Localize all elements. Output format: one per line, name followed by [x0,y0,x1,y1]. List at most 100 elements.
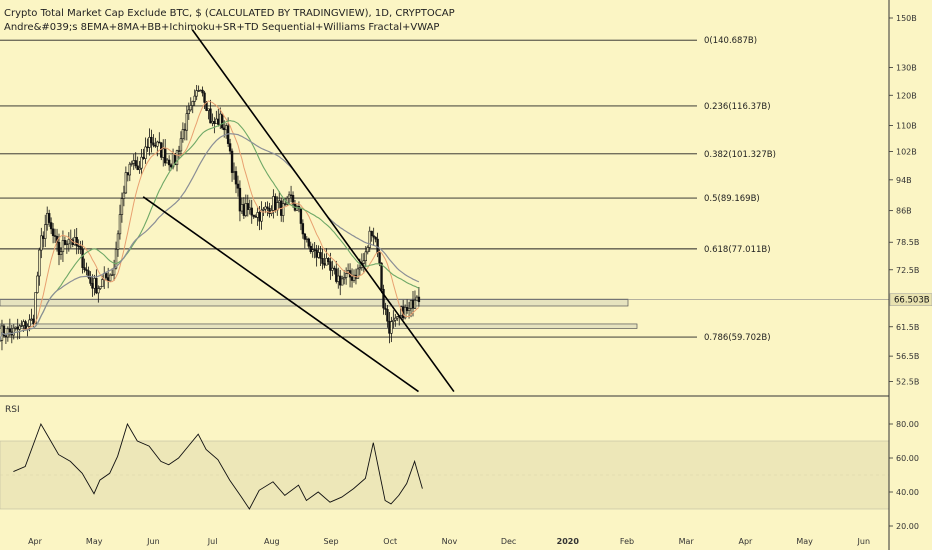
x-tick-label: Dec [501,537,516,546]
candle-body [313,249,316,251]
candle-body [47,213,51,223]
candle-body [331,267,334,271]
candle-body [164,148,167,164]
y-axis-background [889,0,932,550]
candle-body [179,138,183,152]
candle-body [213,121,216,124]
candle-body [244,203,248,216]
candle-body [177,150,181,152]
candle-body [207,108,210,111]
candle-body [287,194,291,199]
candle-body [44,224,47,239]
support-zone [0,298,629,307]
x-tick-label: Jun [857,537,871,546]
candle-body [2,325,6,337]
candle-body [99,286,102,289]
candle-body [358,267,362,270]
rsi-y-tick-label: 60.00 [896,454,919,463]
candle-body [87,270,90,278]
candle-body [150,136,153,144]
x-tick-label: Aug [264,537,280,546]
rsi-y-tick-label: 40.00 [896,488,919,497]
candle-body [333,267,336,270]
candle-body [136,165,139,170]
candle-body [380,262,383,290]
candle-body [301,223,305,235]
current-price-label: 66.503B [894,296,930,306]
y-tick-label: 130B [896,64,917,73]
candle-body [342,277,346,280]
candle-body [242,204,246,216]
candle-body [53,235,57,237]
candle-body [221,113,224,129]
candle-body [374,236,377,240]
x-tick-label: May [86,537,103,546]
candle-body [258,212,261,222]
candle-body [108,274,112,282]
candle-body [146,146,149,149]
candle-body [311,249,314,252]
candle-body [61,239,65,252]
support-zone [0,323,638,329]
candle-body [20,325,23,327]
candle-body [59,251,63,256]
candle-body [89,276,92,284]
fib-level-label: 0.5(89.169B) [704,194,760,204]
candle-body [223,127,226,131]
candle-body [262,208,265,211]
chart-title: Crypto Total Market Cap Exclude BTC, $ (… [4,8,455,19]
trendline [191,29,455,393]
candle-body [160,142,163,158]
candle-body [175,150,179,166]
candle-body [128,163,131,176]
rsi-y-tick-label: 20.00 [896,522,919,531]
y-tick-label: 78.5B [896,238,919,247]
candle-body [362,260,366,264]
candle-body [238,187,242,212]
x-tick-label: Apr [28,537,43,546]
candle-body [34,292,37,325]
candle-body [396,316,399,319]
candle-body [236,183,240,189]
candle-body [132,160,135,164]
y-tick-label: 61.5B [896,323,919,332]
candle-body [215,118,218,124]
candle-body [228,143,232,152]
candle-body [309,245,312,252]
candle-body [219,113,222,125]
y-tick-label: 110B [896,121,917,130]
candle-body [199,89,202,92]
y-tick-label: 120B [896,91,917,100]
candle-body [388,320,391,334]
candle-body [240,204,244,212]
candle-body [193,95,196,102]
candle-body [386,309,389,322]
candle-body [124,172,128,194]
x-tick-label: Nov [442,537,458,546]
candle-body [370,230,373,237]
candle-body [321,258,324,264]
candle-body [138,167,141,170]
candle-body [413,299,417,309]
candle-body [195,90,198,97]
ma-line-green [0,120,420,341]
ema-line [0,100,420,341]
fib-level-label: 0.382(101.327B) [704,150,776,160]
x-tick-label: 2020 [557,537,580,546]
candle-body [140,156,143,169]
candle-body [45,213,49,225]
candle-body [281,203,285,216]
candle-body [201,89,204,94]
candle-body [303,233,307,240]
candle-body [191,101,194,106]
candle-body [224,125,228,131]
candle-body [394,317,397,321]
candle-body [366,247,369,253]
candle-body [307,238,310,247]
candle-body [18,325,21,330]
y-tick-label: 56.5B [896,352,919,361]
candle-body [329,261,332,271]
candle-body [144,146,147,159]
candle-body [120,198,124,215]
